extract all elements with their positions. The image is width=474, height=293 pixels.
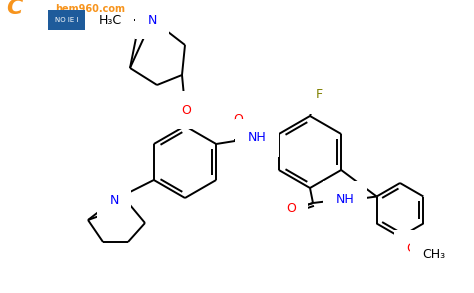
Text: H₃C: H₃C — [99, 13, 121, 26]
Text: hem960.com: hem960.com — [55, 4, 125, 14]
Text: O: O — [181, 103, 191, 117]
Text: F: F — [315, 88, 323, 101]
Text: NH: NH — [247, 131, 266, 144]
Text: NO IE I: NO IE I — [55, 17, 79, 23]
Text: NH: NH — [336, 193, 354, 206]
Text: N: N — [147, 13, 157, 26]
Text: O: O — [233, 113, 243, 126]
Text: O: O — [286, 202, 296, 215]
Text: O: O — [406, 243, 416, 255]
Text: CH₃: CH₃ — [422, 248, 446, 260]
Text: C: C — [6, 0, 22, 18]
Text: N: N — [109, 193, 118, 207]
